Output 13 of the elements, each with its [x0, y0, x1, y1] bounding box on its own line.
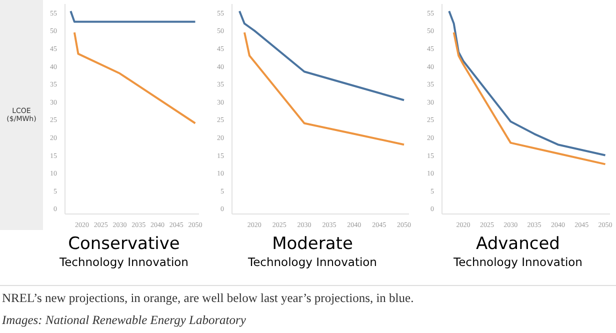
text: Technology Innovation [452, 254, 584, 270]
text: Conservative [67, 234, 181, 254]
line-series [452, 31, 606, 166]
text: Moderate [271, 234, 354, 254]
line-series [238, 10, 406, 102]
line-series [73, 31, 196, 124]
line-series [243, 31, 406, 146]
line-series [448, 10, 606, 156]
text: Technology Innovation [58, 254, 190, 270]
text: Images: National Renewable Energy Laboratory [2, 313, 246, 328]
text: Advanced [475, 234, 561, 254]
text: Technology Innovation [247, 254, 378, 270]
text: NREL’s new projections, in orange, are well below last year’s projections, in blue. [2, 291, 414, 306]
